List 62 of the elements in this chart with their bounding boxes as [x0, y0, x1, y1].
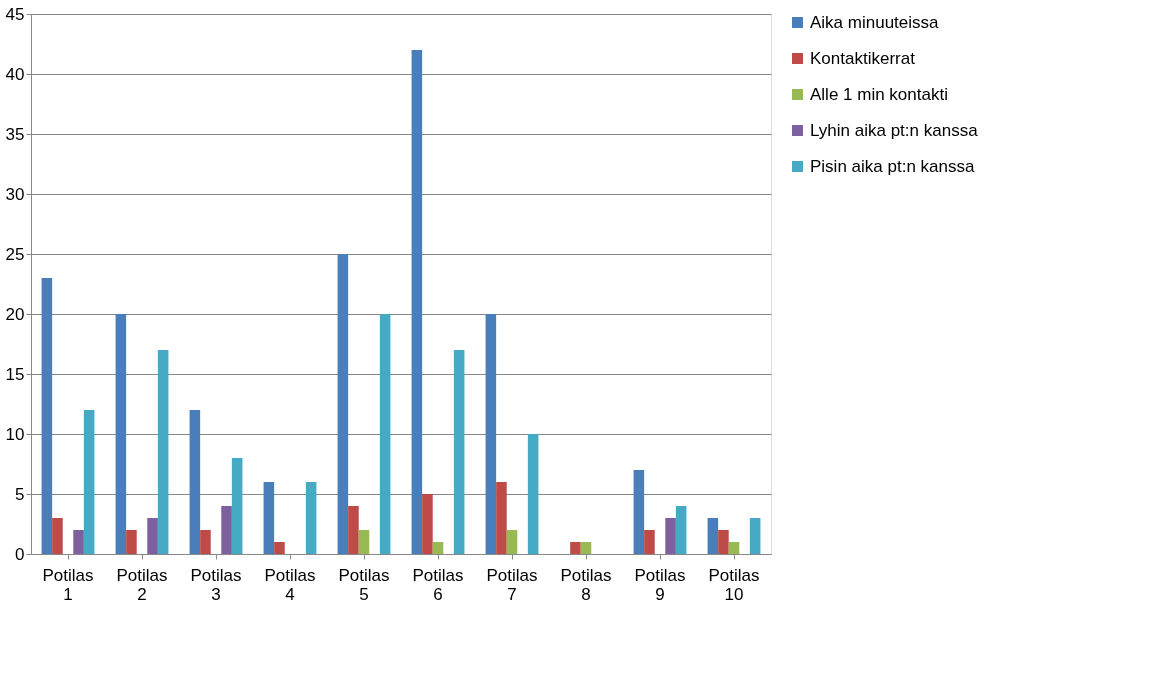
bar [422, 494, 433, 554]
legend-label: Pisin aika pt:n kanssa [810, 156, 975, 176]
bar [580, 542, 592, 554]
y-tick-label: 35 [5, 124, 25, 144]
bar [453, 350, 465, 554]
bar [52, 518, 63, 554]
bar [506, 530, 518, 554]
bar [263, 482, 275, 554]
bar [432, 542, 444, 554]
x-tick-label: Potilas 9 [634, 565, 686, 604]
y-tick-label: 15 [5, 364, 25, 384]
legend-label: Aika minuuteissa [810, 12, 940, 32]
x-tick-label: Potilas 2 [116, 565, 168, 604]
bar [115, 314, 127, 554]
bar [379, 314, 391, 554]
bar [749, 518, 761, 554]
x-tick-label: Potilas 4 [264, 565, 316, 604]
x-tick-label: Potilas 8 [560, 565, 612, 604]
bar [126, 530, 137, 554]
x-tick-label: Potilas 5 [338, 565, 390, 604]
legend-label: Lyhin aika pt:n kanssa [810, 120, 979, 140]
y-tick-label: 25 [5, 244, 25, 264]
x-tick-label: Potilas 3 [190, 565, 242, 604]
bar [157, 350, 169, 554]
bar [200, 530, 211, 554]
y-tick-label: 0 [15, 544, 25, 564]
bar [665, 518, 676, 554]
bar [644, 530, 655, 554]
y-tick-label: 20 [5, 304, 25, 324]
bar [221, 506, 232, 554]
bar [718, 530, 729, 554]
bar [496, 482, 507, 554]
legend-label: Alle 1 min kontakti [810, 84, 948, 104]
bar [189, 410, 201, 554]
bar [485, 314, 497, 554]
x-tick-label: Potilas 7 [486, 565, 538, 604]
bar [675, 506, 687, 554]
bar [41, 278, 53, 554]
bar [527, 434, 539, 554]
bar [728, 542, 740, 554]
bar [348, 506, 359, 554]
bar [305, 482, 317, 554]
x-tick-label: Potilas 6 [412, 565, 464, 604]
bar [358, 530, 370, 554]
bar [147, 518, 158, 554]
bar [274, 542, 285, 554]
bar [83, 410, 95, 554]
bar [337, 254, 349, 554]
bar [633, 470, 645, 554]
y-tick-label: 30 [5, 184, 25, 204]
bar [73, 530, 84, 554]
y-tick-label: 5 [15, 484, 25, 504]
y-tick-label: 40 [5, 64, 25, 84]
bar [570, 542, 581, 554]
y-tick-label: 45 [5, 4, 25, 24]
x-tick-label: Potilas 1 [42, 565, 94, 604]
legend-label: Kontaktikerrat [810, 48, 916, 68]
bar [411, 50, 423, 554]
bar [707, 518, 719, 554]
x-tick-label: Potilas 10 [708, 565, 760, 604]
bar [231, 458, 243, 554]
y-tick-label: 10 [5, 424, 25, 444]
